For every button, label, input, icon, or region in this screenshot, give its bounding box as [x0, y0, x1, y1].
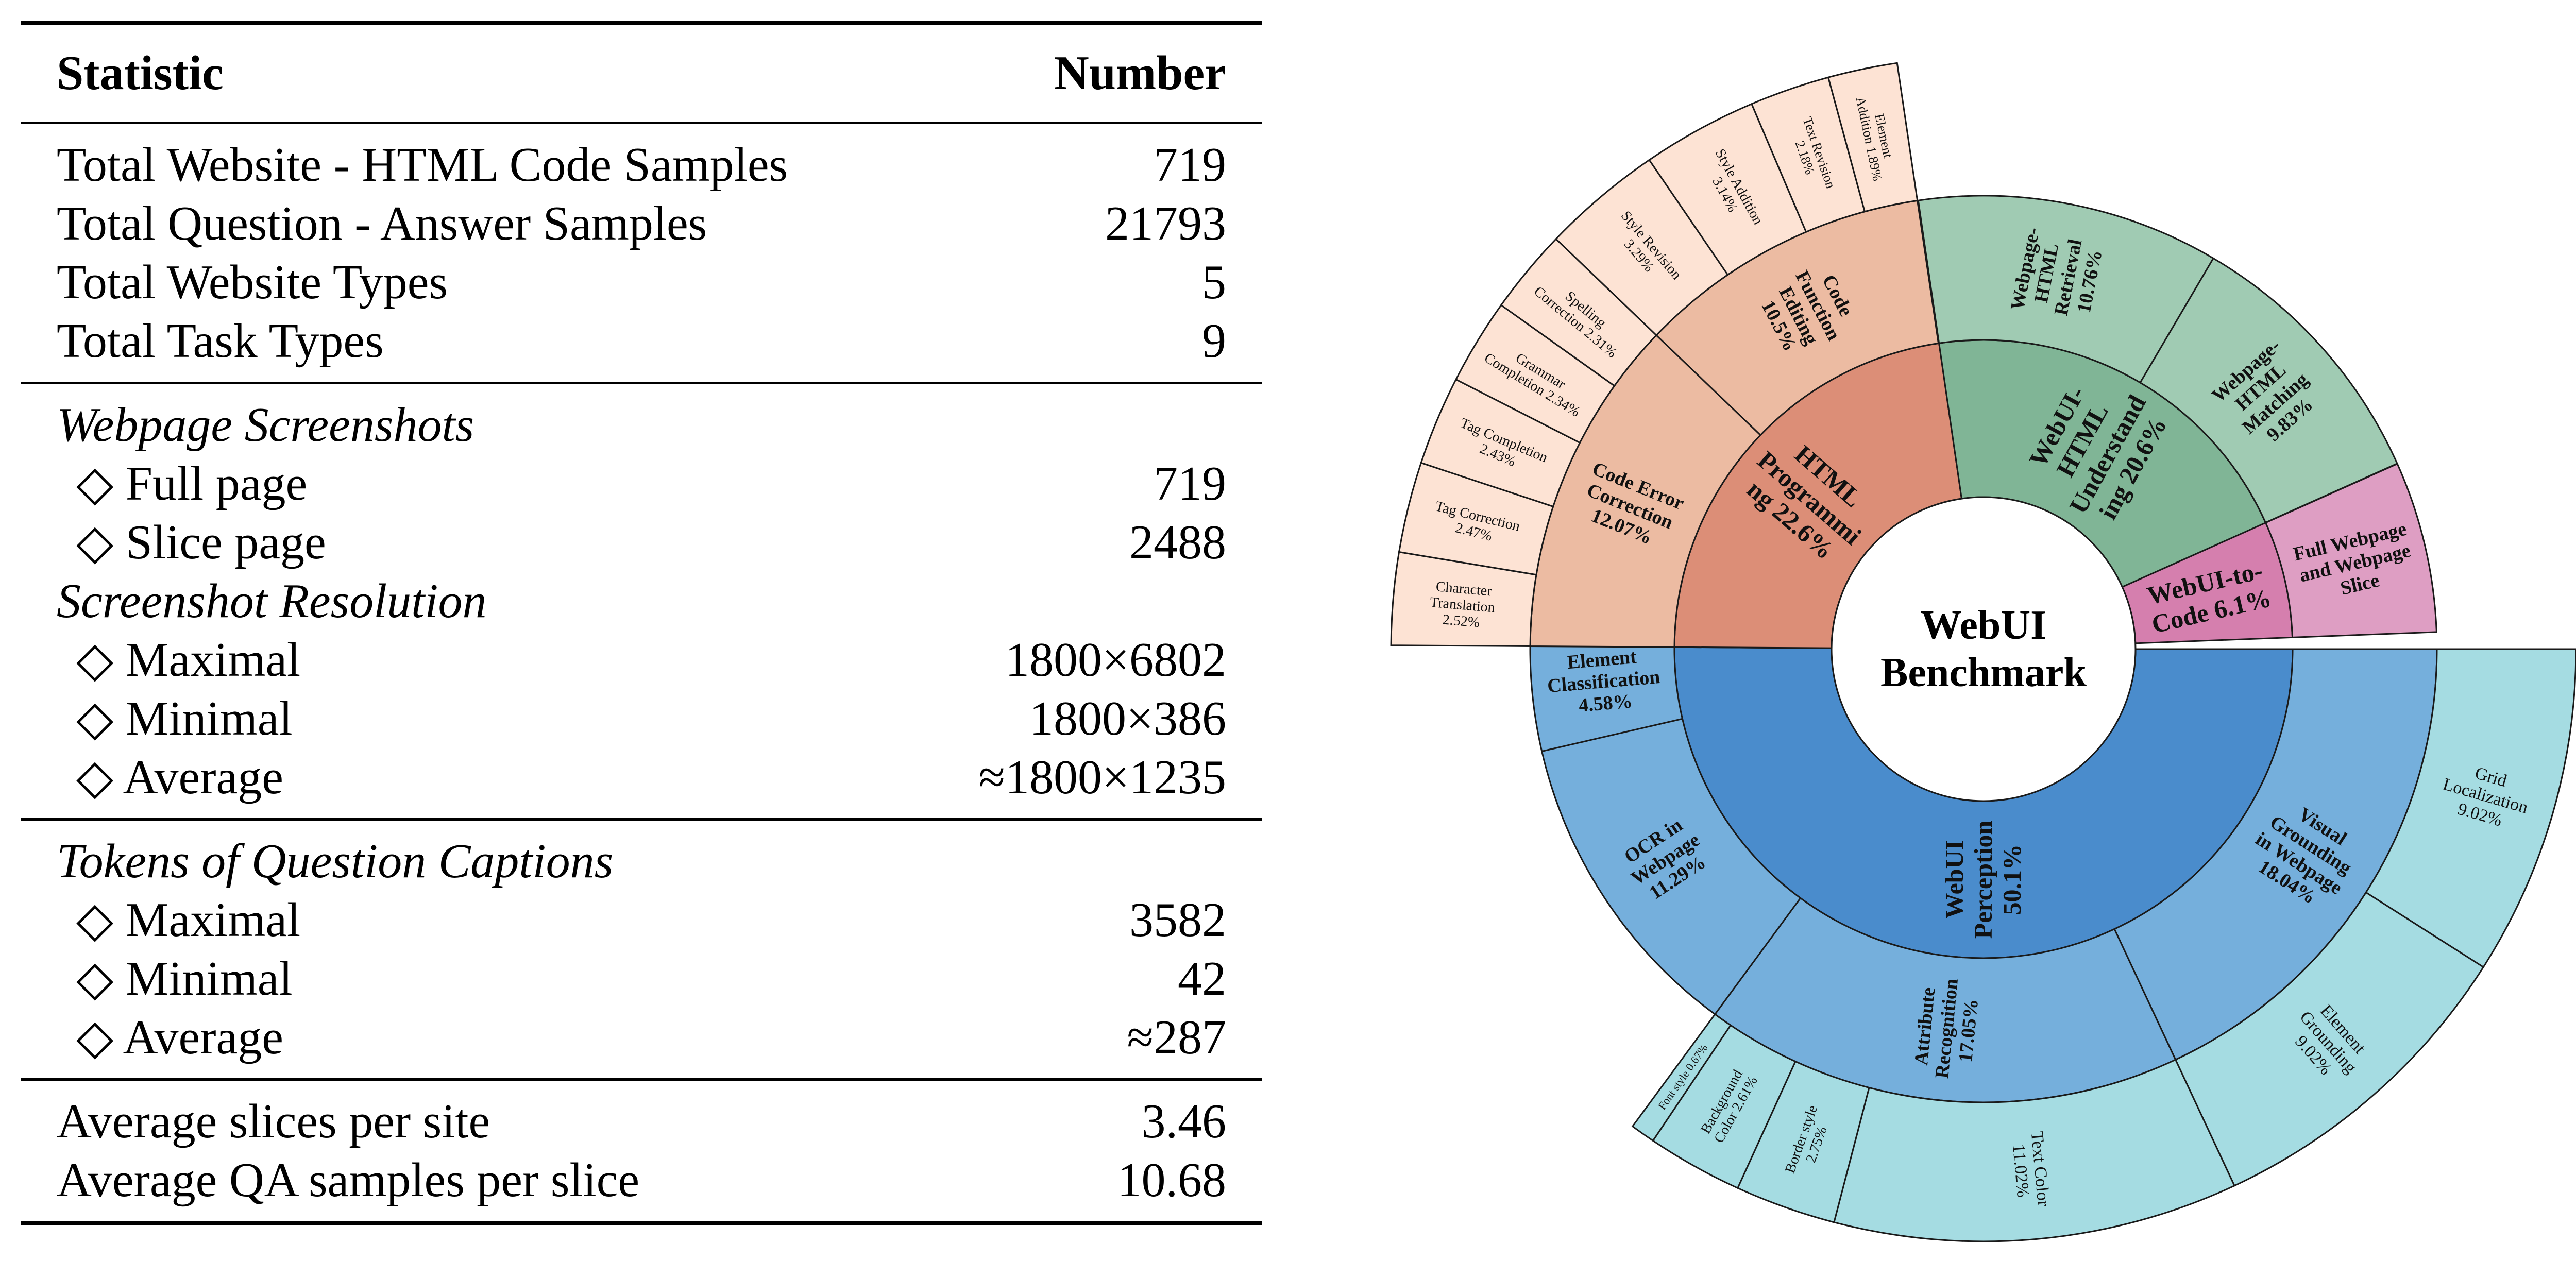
task-segment: [1540, 718, 1802, 1016]
task-segment: [1917, 195, 2215, 384]
table-row: Total Question - Answer Samples 21793: [21, 194, 1262, 253]
row-label: ◇ Minimal: [76, 952, 293, 1006]
section-title: Webpage Screenshots: [57, 398, 474, 452]
row-label: ◇ Average: [76, 1011, 283, 1064]
table-row: ◇ Average ≈1800×1235: [21, 748, 1262, 807]
row-label: ◇ Slice page: [76, 516, 326, 569]
table-row: ◇ Full page 719: [21, 454, 1262, 513]
row-value: 9: [1202, 314, 1226, 368]
section-rule: [21, 1078, 1262, 1081]
row-label: Average QA samples per slice: [57, 1153, 640, 1207]
task-label: Webpage-HTMLRetrieval10.76%: [2007, 226, 2109, 325]
row-value: 1800×386: [1029, 692, 1226, 745]
row-value: 3.46: [1141, 1095, 1227, 1148]
row-label: Total Website - HTML Code Samples: [57, 138, 788, 192]
table-bottom-rule: [21, 1221, 1262, 1225]
row-value: 21793: [1105, 197, 1226, 250]
task-segment: [2264, 463, 2437, 638]
task-label: ElementClassification4.58%: [1545, 644, 1663, 719]
row-label: ◇ Minimal: [76, 692, 293, 745]
row-value: 2488: [1129, 516, 1226, 569]
row-label: Average slices per site: [57, 1095, 490, 1148]
row-value: 1800×6802: [1005, 633, 1226, 687]
table-header-row: Statistic Number: [21, 25, 1262, 122]
table-row: ◇ Minimal 42: [21, 949, 1262, 1008]
section-title: Tokens of Question Captions: [57, 835, 614, 888]
subtask-label: Text Color11.02%: [2008, 1131, 2053, 1210]
table-row: ◇ Minimal 1800×386: [21, 689, 1262, 748]
table-top-rule: [21, 21, 1262, 25]
row-label: Total Website Types: [57, 256, 448, 309]
row-label: Total Task Types: [57, 314, 384, 368]
row-value: 3582: [1129, 893, 1226, 947]
center-title: WebUI Benchmark: [1880, 603, 2087, 695]
subtask-segment: [1827, 62, 1919, 213]
table-row: Average QA samples per slice 10.68: [21, 1151, 1262, 1210]
row-label: Total Question - Answer Samples: [57, 197, 707, 250]
row-label: ◇ Maximal: [76, 893, 301, 947]
row-value: 719: [1154, 138, 1226, 192]
header-rule: [21, 122, 1262, 124]
section-title: Screenshot Resolution: [57, 574, 487, 628]
center-circle: [1831, 496, 2137, 802]
section-rule: [21, 818, 1262, 821]
row-value: 719: [1154, 457, 1226, 510]
header-number: Number: [1054, 46, 1226, 100]
header-statistic: Statistic: [57, 46, 224, 100]
row-value: 10.68: [1117, 1153, 1227, 1207]
row-value: ≈287: [1127, 1011, 1226, 1064]
sunburst-chart: WebUIPerception50.1%VisualGroundingin We…: [1390, 62, 2576, 1242]
table-row: Total Task Types 9: [21, 312, 1262, 370]
row-value: ≈1800×1235: [978, 751, 1226, 804]
row-label: ◇ Average: [76, 751, 283, 804]
table-row: Average slices per site 3.46: [21, 1092, 1262, 1151]
table-row: ◇ Maximal 3582: [21, 891, 1262, 949]
row-label: ◇ Maximal: [76, 633, 301, 687]
table-row: Total Website Types 5: [21, 253, 1262, 312]
row-label: ◇ Full page: [76, 457, 308, 510]
section-rule: [21, 382, 1262, 384]
table-row: Total Website - HTML Code Samples 719: [21, 135, 1262, 194]
table-row: ◇ Slice page 2488: [21, 513, 1262, 572]
table-row: ◇ Average ≈287: [21, 1008, 1262, 1067]
table-row: ◇ Maximal 1800×6802: [21, 631, 1262, 689]
row-value: 42: [1178, 952, 1226, 1006]
row-value: 5: [1202, 256, 1226, 309]
category-perception-label: WebUIPerception50.1%: [1940, 820, 2027, 939]
statistics-table: Statistic Number Total Website - HTML Co…: [21, 21, 1262, 1225]
